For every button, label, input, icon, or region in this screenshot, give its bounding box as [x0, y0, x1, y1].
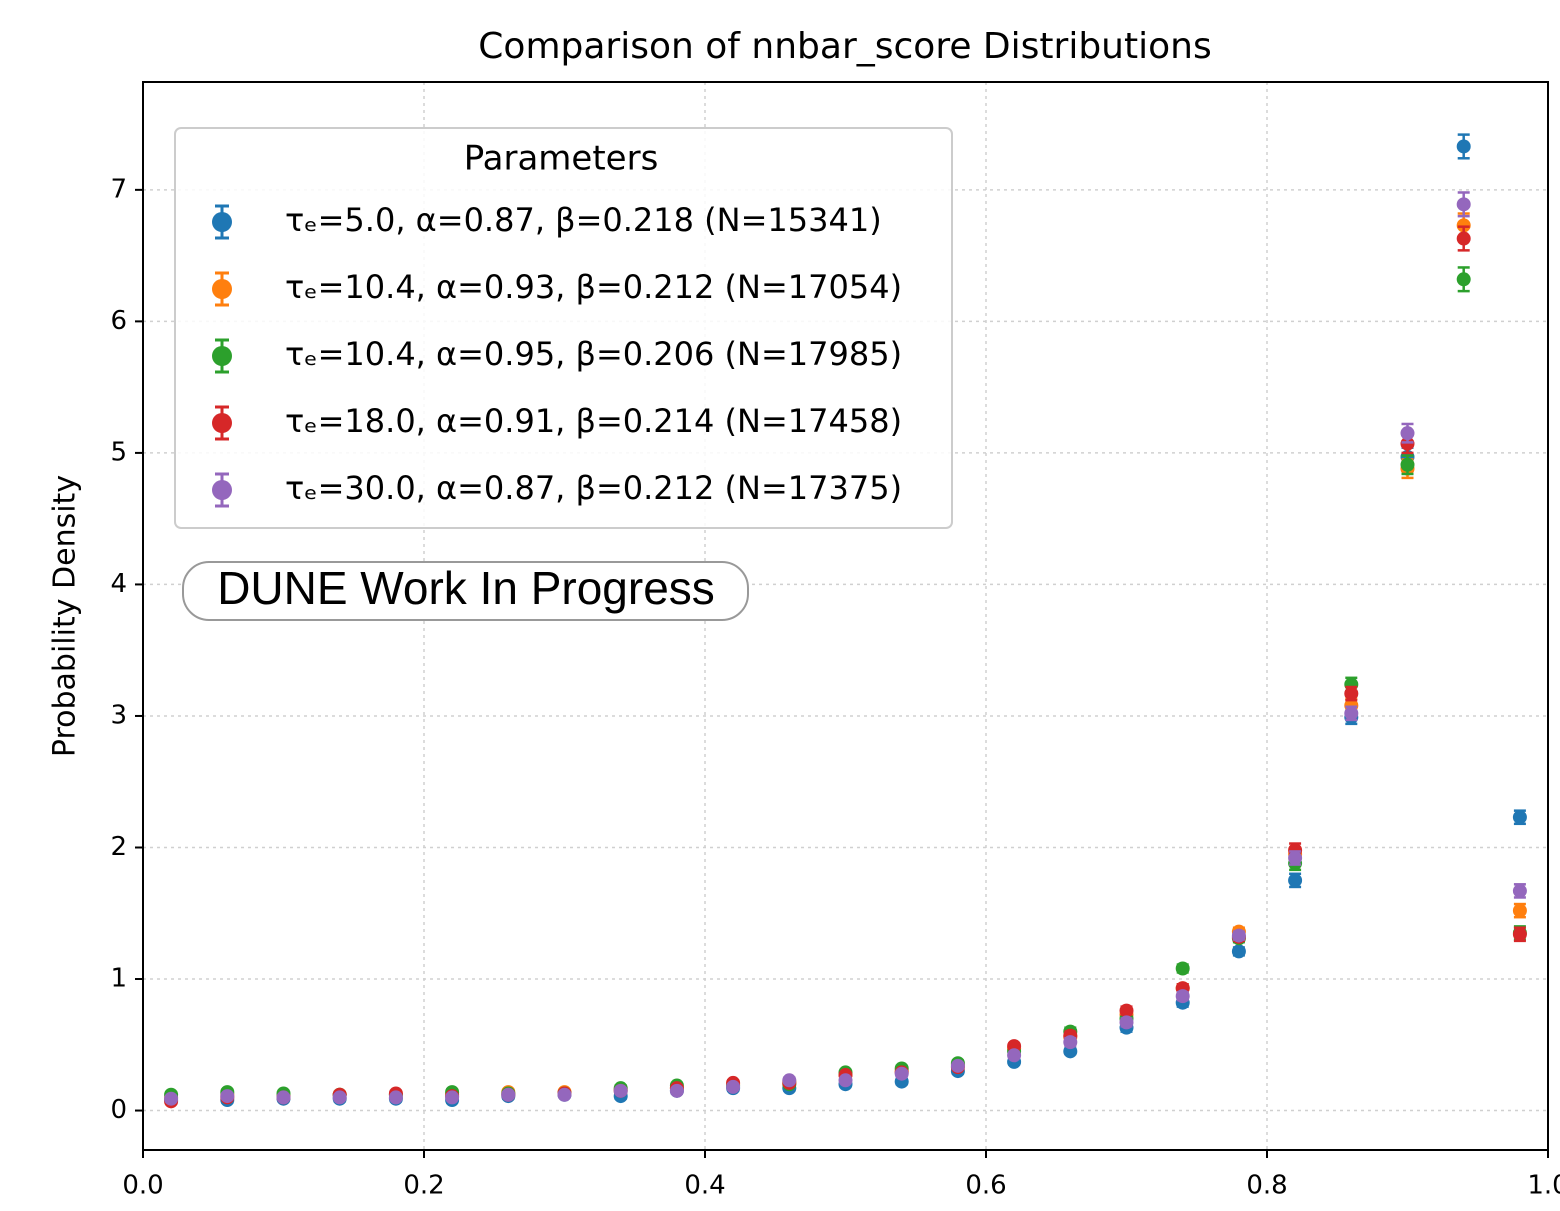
- point: [557, 1087, 572, 1102]
- y-axis-label: Probability Density: [48, 475, 83, 757]
- point: [501, 1087, 516, 1102]
- point: [782, 1073, 797, 1088]
- point: [1007, 1048, 1022, 1063]
- point: [669, 1083, 684, 1098]
- y-tick-label: 4: [110, 569, 127, 599]
- point: [1231, 944, 1246, 959]
- point: [1456, 272, 1471, 287]
- point: [1288, 873, 1303, 888]
- point: [1512, 810, 1527, 825]
- x-tick-label: 1.0: [1527, 1171, 1560, 1201]
- point: [1400, 457, 1415, 472]
- point: [164, 1091, 179, 1106]
- annotation: DUNE Work In Progress: [217, 562, 715, 614]
- axes: 0.0 0.2 0.4 0.6 0.8 1.0 0 1 2 3 4 5 6 7: [110, 174, 1560, 1200]
- point: [445, 1090, 460, 1105]
- point: [726, 1079, 741, 1094]
- point: [950, 1058, 965, 1073]
- chart-title: Comparison of nnbar_score Distributions: [478, 26, 1211, 67]
- legend-label: τₑ=10.4, α=0.93, β=0.212 (N=17054): [285, 268, 902, 306]
- legend-title: Parameters: [464, 139, 659, 179]
- legend-label: τₑ=5.0, α=0.87, β=0.218 (N=15341): [285, 201, 882, 239]
- point: [1175, 989, 1190, 1004]
- point: [1063, 1035, 1078, 1050]
- y-tick-label: 1: [110, 964, 127, 994]
- x-tick-label: 0.0: [122, 1171, 163, 1201]
- x-tick-label: 0.6: [965, 1171, 1006, 1201]
- point: [388, 1090, 403, 1105]
- annotation-box: [182, 561, 749, 621]
- point: [838, 1073, 853, 1088]
- point: [1344, 706, 1359, 721]
- point: [1400, 426, 1415, 441]
- point: [1344, 686, 1359, 701]
- point: [894, 1066, 909, 1081]
- point: [1119, 1015, 1134, 1030]
- point: [1400, 436, 1415, 451]
- y-tick-label: 2: [110, 832, 127, 862]
- point: [1231, 928, 1246, 943]
- x-tick-label: 0.4: [684, 1171, 725, 1201]
- point: [1119, 1003, 1134, 1018]
- point: [1456, 139, 1471, 154]
- legend-marker: [212, 413, 232, 433]
- y-tick-label: 6: [110, 306, 127, 336]
- legend-label: τₑ=10.4, α=0.95, β=0.206 (N=17985): [285, 335, 902, 373]
- legend-marker: [212, 480, 232, 500]
- x-tick-label: 0.2: [403, 1171, 444, 1201]
- point: [1512, 927, 1527, 942]
- point: [613, 1083, 628, 1098]
- point: [1512, 903, 1527, 918]
- point: [1288, 851, 1303, 866]
- legend-marker: [212, 279, 232, 299]
- plot-frame: [142, 81, 1549, 1151]
- legend-marker: [212, 212, 232, 232]
- point: [1456, 231, 1471, 246]
- y-tick-label: 5: [110, 437, 127, 467]
- legend-label: τₑ=18.0, α=0.91, β=0.214 (N=17458): [285, 402, 902, 440]
- y-tick-label: 3: [110, 700, 127, 730]
- y-tick-label: 7: [110, 174, 127, 204]
- y-tick-label: 0: [110, 1095, 127, 1125]
- legend: Parameters τₑ=5.0, α=0.87, β=0.218 (N=15…: [174, 127, 953, 529]
- legend-box: [174, 127, 953, 529]
- point: [332, 1090, 347, 1105]
- x-tick-label: 0.8: [1246, 1171, 1287, 1201]
- points: [164, 133, 1527, 1109]
- point: [220, 1089, 235, 1104]
- point: [1175, 961, 1190, 976]
- legend-label: τₑ=30.0, α=0.87, β=0.212 (N=17375): [285, 469, 902, 507]
- point: [1456, 218, 1471, 233]
- point: [276, 1090, 291, 1105]
- point: [1456, 197, 1471, 212]
- legend-marker: [212, 346, 232, 366]
- point: [1512, 883, 1527, 898]
